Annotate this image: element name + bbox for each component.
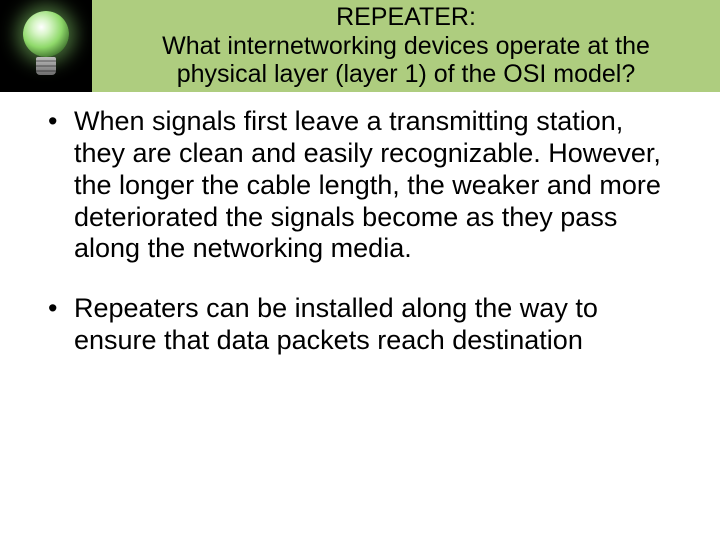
title-line-3: physical layer (layer 1) of the OSI mode… xyxy=(177,60,636,88)
slide-header: REPEATER: What internetworking devices o… xyxy=(0,0,720,92)
title-container: REPEATER: What internetworking devices o… xyxy=(92,0,720,92)
title-line-2: What internetworking devices operate at … xyxy=(162,32,650,60)
list-item: Repeaters can be installed along the way… xyxy=(40,293,680,357)
slide-body: When signals first leave a transmitting … xyxy=(0,92,720,357)
slide-title: REPEATER: What internetworking devices o… xyxy=(162,3,650,89)
bullet-list: When signals first leave a transmitting … xyxy=(40,106,680,357)
lightbulb-icon xyxy=(21,11,71,81)
title-line-1: REPEATER: xyxy=(336,3,476,31)
list-item: When signals first leave a transmitting … xyxy=(40,106,680,265)
header-icon-box xyxy=(0,0,92,92)
